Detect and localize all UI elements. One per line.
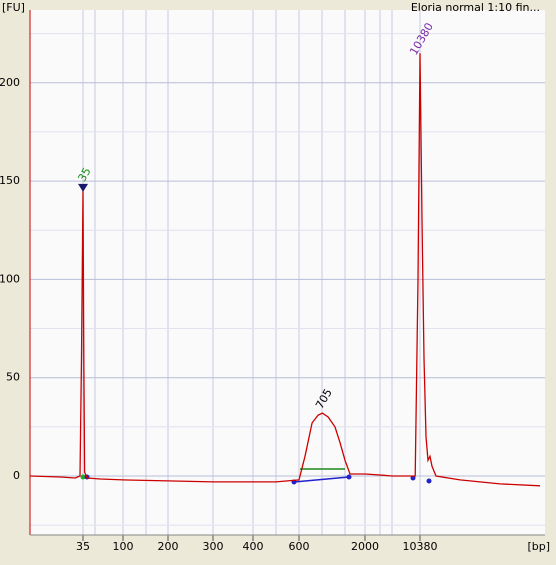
x-tick-label: 2000: [351, 540, 379, 553]
peak-boundary: [80, 474, 86, 480]
peak-label: 35: [75, 165, 93, 184]
x-tick-label: 600: [289, 540, 310, 553]
y-tick-label: 150: [0, 174, 20, 187]
x-axis-label: [bp]: [527, 540, 550, 553]
x-tick-label: 10380: [403, 540, 438, 553]
x-tick-label: 100: [113, 540, 134, 553]
y-axis-label: [FU]: [2, 1, 25, 14]
baseline-fit: [293, 476, 350, 483]
peak-marker: [78, 183, 88, 192]
peak-boundary: [426, 478, 432, 484]
data-line: [29, 53, 541, 487]
y-tick-label: 0: [13, 469, 20, 482]
peak-boundary: [410, 475, 416, 481]
x-tick-label: 35: [76, 540, 90, 553]
x-tick-label: 300: [203, 540, 224, 553]
x-tick-label: 200: [158, 540, 179, 553]
y-tick-label: 50: [6, 371, 20, 384]
peak-boundary: [346, 474, 352, 480]
y-tick-label: 100: [0, 272, 20, 285]
chart-title: Eloria normal 1:10 fin...: [411, 1, 540, 14]
x-tick-label: 400: [243, 540, 264, 553]
plot-area: [30, 10, 545, 535]
y-tick-label: 200: [0, 76, 20, 89]
